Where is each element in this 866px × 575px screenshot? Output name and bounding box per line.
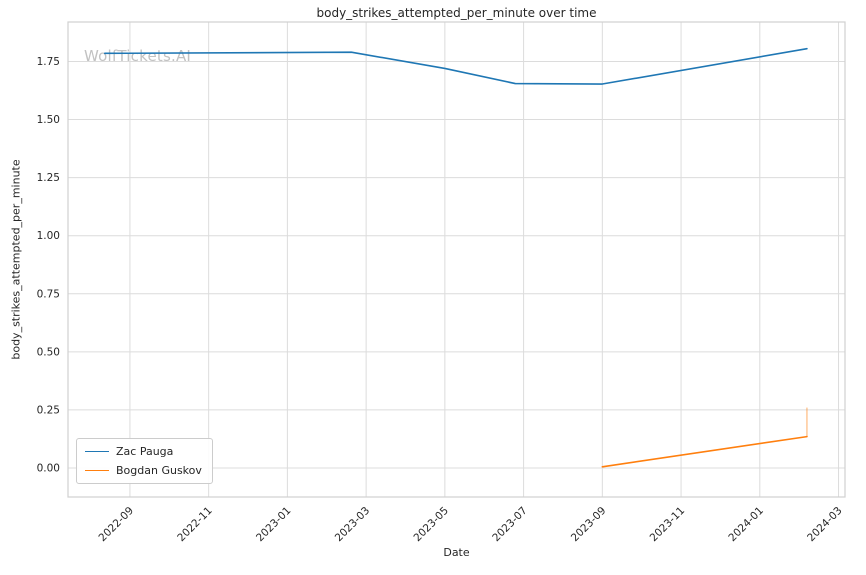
- y-tick-label: 1.50: [37, 114, 60, 126]
- y-tick-label: 0.75: [37, 288, 60, 300]
- x-tick-label: 2023-09: [569, 505, 609, 545]
- x-tick-label: 2023-07: [490, 505, 530, 545]
- plot-border: [67, 21, 846, 498]
- x-tick-label: 2023-11: [648, 505, 688, 545]
- series-line-zac-pauga: [103, 47, 808, 85]
- legend: Zac Pauga Bogdan Guskov: [76, 438, 213, 484]
- x-tick-label: 2022-11: [175, 505, 215, 545]
- legend-entry: Zac Pauga: [85, 445, 202, 458]
- x-axis-label: Date: [443, 546, 470, 559]
- chart-title: body_strikes_attempted_per_minute over t…: [316, 6, 597, 20]
- y-tick-label: 1.75: [37, 56, 60, 68]
- x-tick-label: 2023-01: [254, 505, 294, 545]
- legend-label: Zac Pauga: [116, 445, 174, 458]
- y-tick-label: 1.00: [37, 230, 60, 242]
- legend-swatch: [85, 451, 109, 452]
- x-tick-label: 2023-05: [411, 505, 451, 545]
- x-tick-label: 2024-03: [805, 505, 845, 545]
- legend-entry: Bogdan Guskov: [85, 464, 202, 477]
- y-tick-label: 0.00: [37, 462, 60, 474]
- legend-swatch: [85, 470, 109, 471]
- x-tick-label: 2022-09: [97, 505, 137, 545]
- y-tick-label: 1.25: [37, 172, 60, 184]
- y-tick-label: 0.25: [37, 404, 60, 416]
- watermark: WolfTickets.AI: [84, 47, 192, 65]
- x-tick-label: 2024-01: [726, 505, 766, 545]
- series-line-bogdan-guskov: [601, 435, 808, 468]
- y-tick-label: 0.50: [37, 346, 60, 358]
- legend-label: Bogdan Guskov: [116, 464, 202, 477]
- x-tick-label: 2023-03: [333, 505, 373, 545]
